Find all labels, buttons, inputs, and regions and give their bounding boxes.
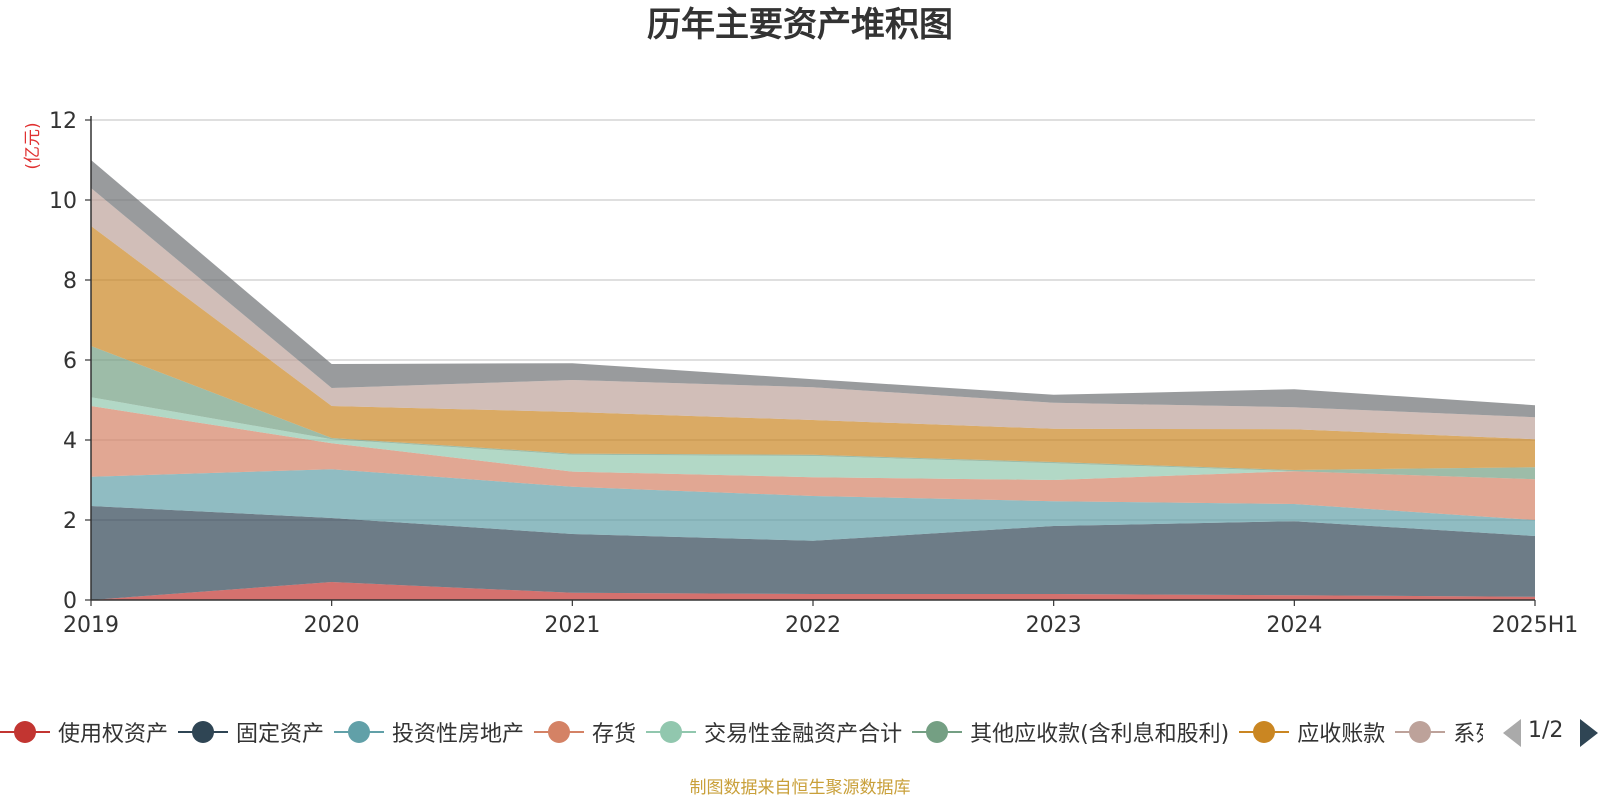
legend-items: 使用权资产 固定资产 投资性房地产 存货 交易性金融资产合计 其他应收款(含利息和股利) 应… <box>0 712 1483 752</box>
legend-label: 交易性金融资产合计 <box>704 722 903 747</box>
y-unit-label: (亿元) <box>23 122 43 169</box>
y-tick-label: 10 <box>49 189 77 214</box>
source-note: 制图数据来自恒生聚源数据库 <box>689 778 911 798</box>
legend-marker-icon <box>178 720 229 744</box>
legend-item[interactable]: 系列8 <box>1395 712 1483 752</box>
x-tick-label: 2025H1 <box>1492 613 1579 638</box>
area-series-5 <box>91 397 1535 480</box>
x-tick-label: 2024 <box>1266 613 1322 638</box>
legend-item[interactable]: 交易性金融资产合计 <box>646 712 902 752</box>
y-tick-label: 0 <box>63 589 77 614</box>
y-tick-label: 2 <box>63 509 77 534</box>
area-series-3 <box>91 469 1535 541</box>
x-tick-label: 2022 <box>785 613 841 638</box>
area-series-7 <box>91 226 1535 470</box>
y-tick-label: 4 <box>63 429 77 454</box>
x-tick-label: 2021 <box>544 613 600 638</box>
legend-label: 应收账款 <box>1297 722 1386 747</box>
chart-title: 历年主要资产堆积图 <box>647 5 953 45</box>
area-series-1 <box>91 582 1535 600</box>
legend-label: 其他应收款(含利息和股利) <box>970 722 1230 747</box>
y-tick-label: 8 <box>63 269 77 294</box>
x-tick-label: 2020 <box>304 613 360 638</box>
legend-marker-icon <box>646 720 697 744</box>
legend-label: 系列8 <box>1453 722 1483 747</box>
legend-page-indicator: 1/2 <box>1528 718 1564 743</box>
legend-marker-icon <box>334 720 385 744</box>
x-tick-label: 2019 <box>63 613 119 638</box>
legend-item[interactable]: 存货 <box>534 712 636 752</box>
legend-next-arrow-icon[interactable] <box>1580 719 1598 747</box>
legend: 使用权资产 固定资产 投资性房地产 存货 交易性金融资产合计 其他应收款(含利息和股利) 应… <box>0 712 1600 752</box>
legend-marker-icon <box>1239 720 1290 744</box>
legend-label: 存货 <box>592 722 637 747</box>
legend-item[interactable]: 应收账款 <box>1239 712 1385 752</box>
legend-item[interactable]: 固定资产 <box>178 712 324 752</box>
area-series-6 <box>91 346 1535 480</box>
area-series-8 <box>91 188 1535 440</box>
legend-label: 使用权资产 <box>58 722 169 747</box>
area-series-2 <box>91 506 1535 600</box>
legend-item[interactable]: 投资性房地产 <box>334 712 524 752</box>
legend-marker-icon <box>534 720 585 744</box>
legend-prev-arrow-icon[interactable] <box>1503 719 1521 747</box>
area-series-4 <box>91 406 1535 520</box>
legend-marker-icon <box>0 720 50 744</box>
legend-marker-icon <box>912 720 963 744</box>
y-tick-label: 12 <box>49 109 77 134</box>
legend-item[interactable]: 其他应收款(含利息和股利) <box>912 712 1229 752</box>
legend-label: 固定资产 <box>236 722 325 747</box>
legend-label: 投资性房地产 <box>392 722 525 747</box>
x-tick-label: 2023 <box>1026 613 1082 638</box>
legend-marker-icon <box>1395 720 1446 744</box>
legend-item[interactable]: 使用权资产 <box>0 712 168 752</box>
y-tick-label: 6 <box>63 349 77 374</box>
